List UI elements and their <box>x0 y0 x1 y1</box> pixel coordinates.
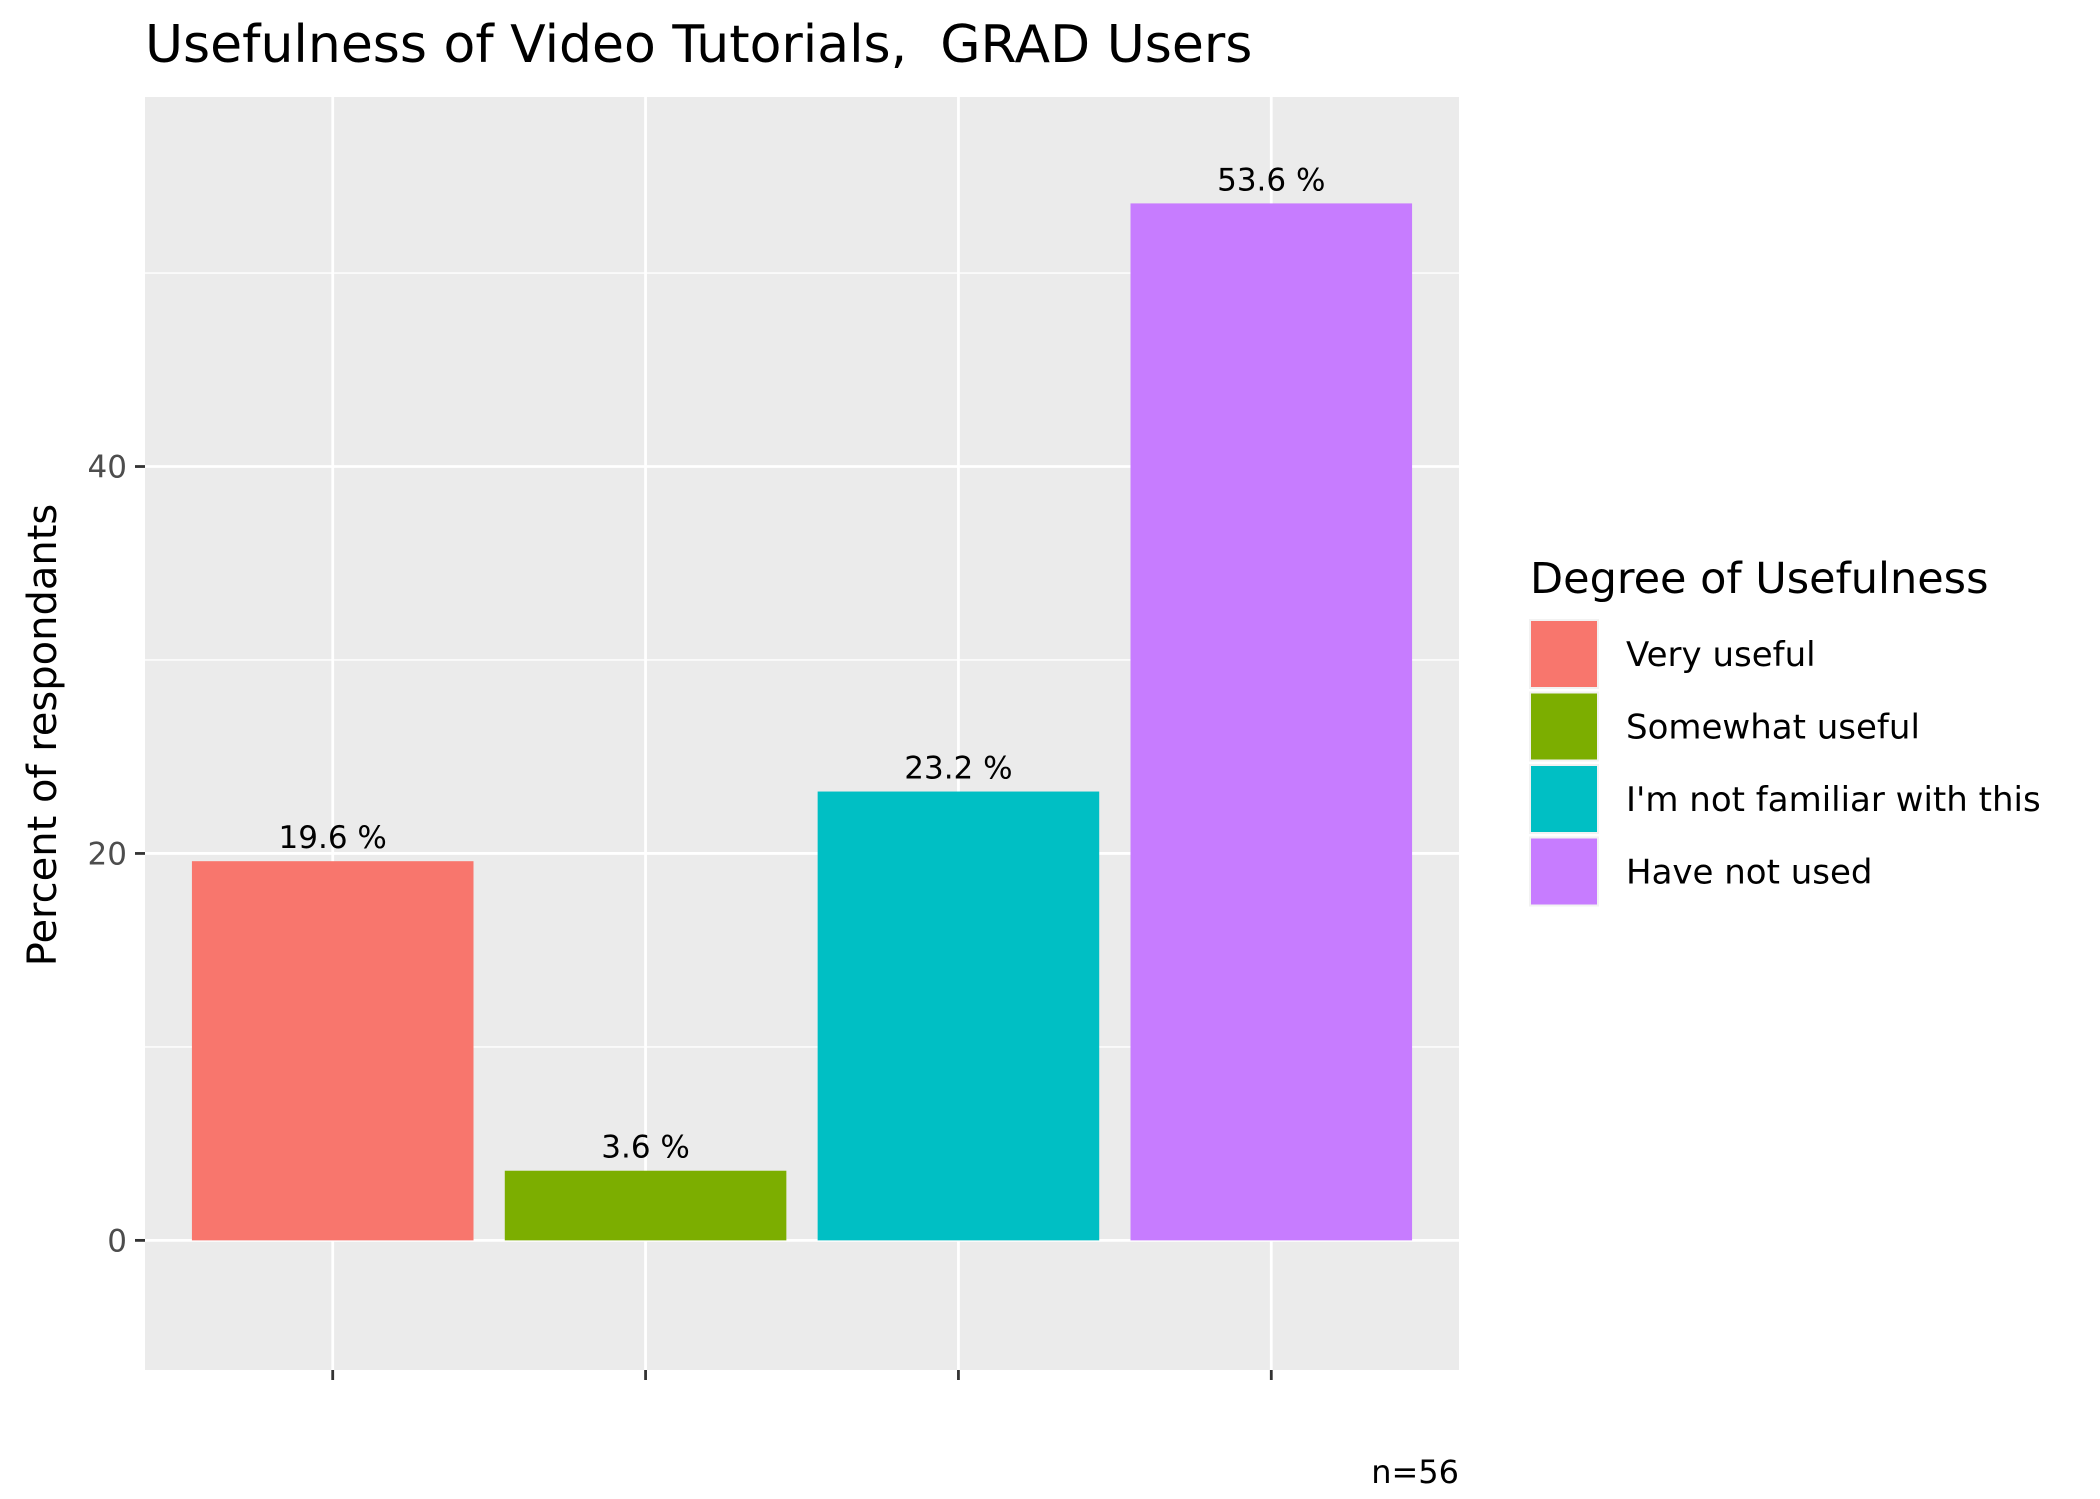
legend-key <box>1529 619 1599 689</box>
legend-title: Degree of Usefulness <box>1530 554 1988 604</box>
chart-title: Usefulness of Video Tutorials, GRAD User… <box>145 15 1252 75</box>
y-axis-title: Percent of respondants <box>20 504 66 967</box>
legend: Degree of Usefulness Very useful Somewhat… <box>1529 554 2041 907</box>
legend-key <box>1529 691 1599 762</box>
legend-label: Very useful <box>1626 635 1816 675</box>
y-tick-label: 40 <box>88 450 127 486</box>
bar <box>1130 203 1413 1241</box>
legend-items: Very useful Somewhat useful I'm not famili… <box>1529 619 2041 907</box>
x-axis <box>331 1370 1273 1380</box>
data-labels: 19.6 % 3.6 % 23.2 % 53.6 % <box>279 162 1326 1165</box>
legend-key <box>1529 764 1599 834</box>
legend-label: I'm not familiar with this <box>1626 780 2041 820</box>
bars <box>191 203 1413 1241</box>
y-tick-label: 20 <box>88 836 127 872</box>
y-axis: 0 20 40 <box>88 450 145 1259</box>
y-tick-label: 0 <box>107 1223 127 1259</box>
bar <box>191 861 474 1241</box>
bar <box>817 791 1100 1241</box>
legend-label: Somewhat useful <box>1626 708 1920 748</box>
bar <box>504 1170 787 1241</box>
data-label: 19.6 % <box>279 820 387 856</box>
caption: n=56 <box>1371 1453 1459 1491</box>
data-label: 3.6 % <box>601 1130 690 1166</box>
data-label: 53.6 % <box>1217 162 1325 198</box>
data-label: 23.2 % <box>904 751 1012 787</box>
legend-label: Have not used <box>1626 853 1873 893</box>
legend-key <box>1529 836 1599 907</box>
